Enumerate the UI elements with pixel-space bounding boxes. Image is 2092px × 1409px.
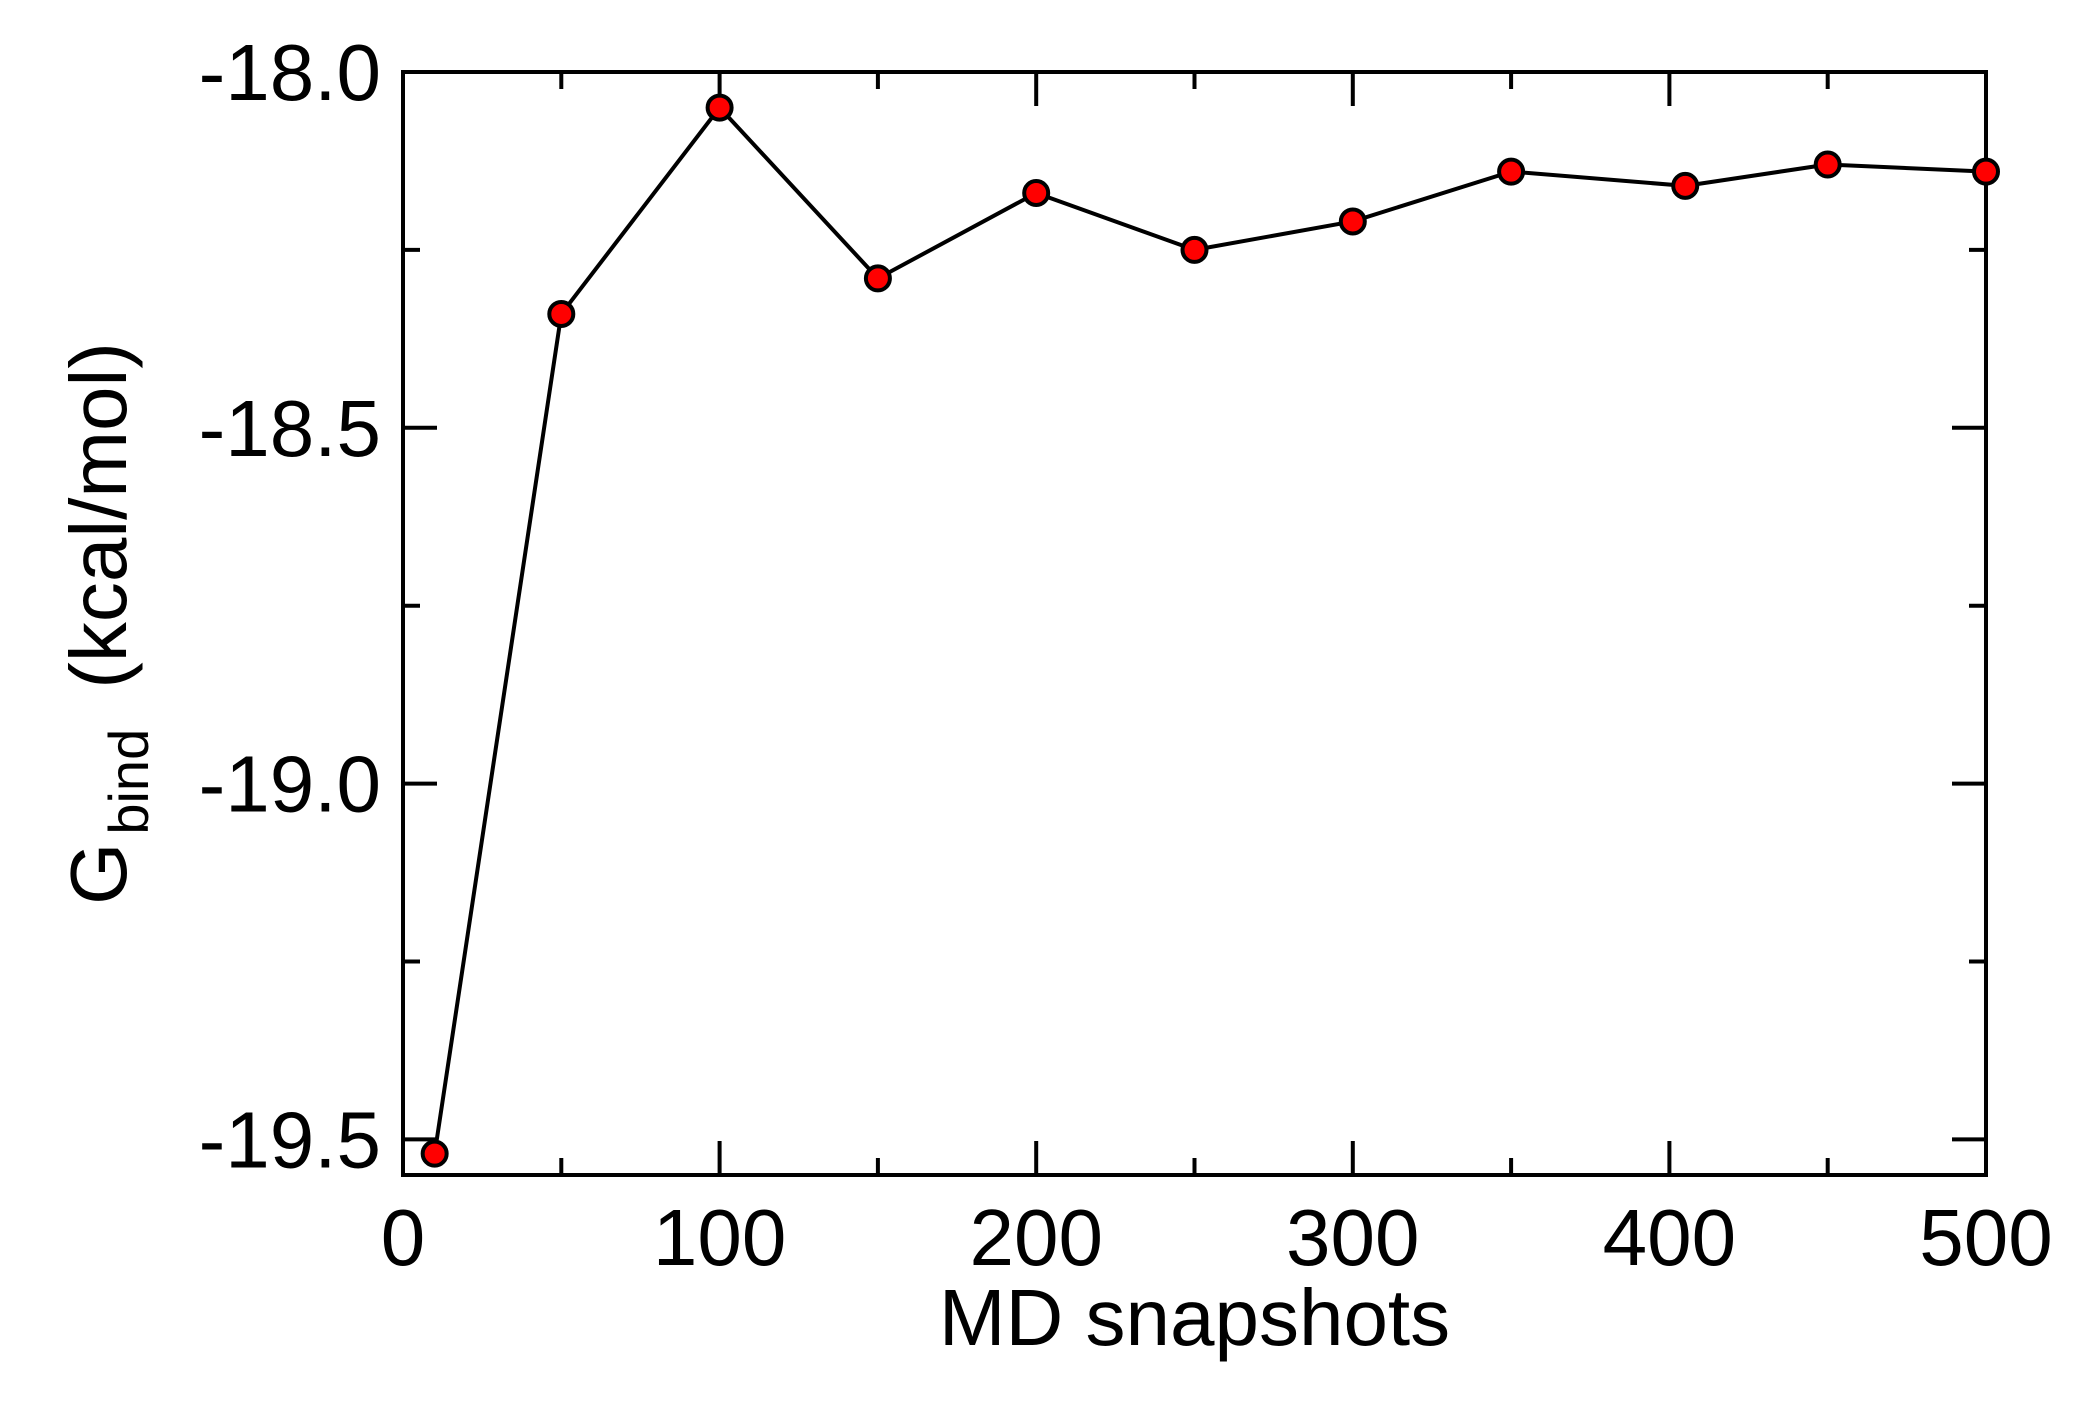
y-axis-label: Gbind (kcal/mol) [54,342,160,905]
y-tick-label: -18.5 [199,384,381,473]
x-tick-label: 200 [969,1193,1102,1282]
data-point [1813,150,1842,179]
svg-text:Gbind(kcal/mol): Gbind (kcal/mol) [54,342,160,905]
tick-labels: 0 100 200 300 400 500 -18.0 -18.5 -19.0 -19.5 [199,28,2053,1282]
x-tick-label: 400 [1603,1193,1736,1282]
series-line [432,105,1987,1154]
data-point [547,299,576,328]
y-tick-label: -19.0 [199,740,381,829]
axis-ticks [401,70,1988,1175]
y-tick-label: -19.5 [199,1095,381,1184]
y-axis-label-unit: (kcal/mol) [54,342,143,689]
data-point [1180,235,1209,264]
x-tick-label: 300 [1286,1193,1419,1282]
x-axis-label: MD snapshots [939,1273,1450,1362]
y-axis-label-subscript: bind [97,729,160,835]
x-tick-label: 500 [1919,1193,2052,1282]
series-markers [420,93,2000,1168]
y-tick-label: -18.0 [199,28,381,117]
data-point [705,93,734,122]
data-point [1497,157,1526,186]
x-tick-label: 100 [653,1193,786,1282]
data-point [1671,171,1700,200]
data-point [863,264,892,293]
data-point [1338,207,1367,236]
data-point [1022,178,1051,207]
data-point [1972,157,2000,186]
x-tick-label: 0 [381,1193,426,1282]
y-axis-label-main: G [54,843,143,905]
data-point [420,1139,449,1168]
